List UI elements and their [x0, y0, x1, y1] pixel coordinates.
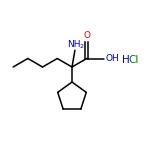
Text: H: H — [122, 55, 130, 65]
Text: O: O — [83, 31, 90, 40]
Text: OH: OH — [105, 54, 119, 63]
Text: Cl: Cl — [128, 55, 138, 65]
Text: NH: NH — [67, 40, 81, 49]
Text: 2: 2 — [80, 44, 84, 49]
